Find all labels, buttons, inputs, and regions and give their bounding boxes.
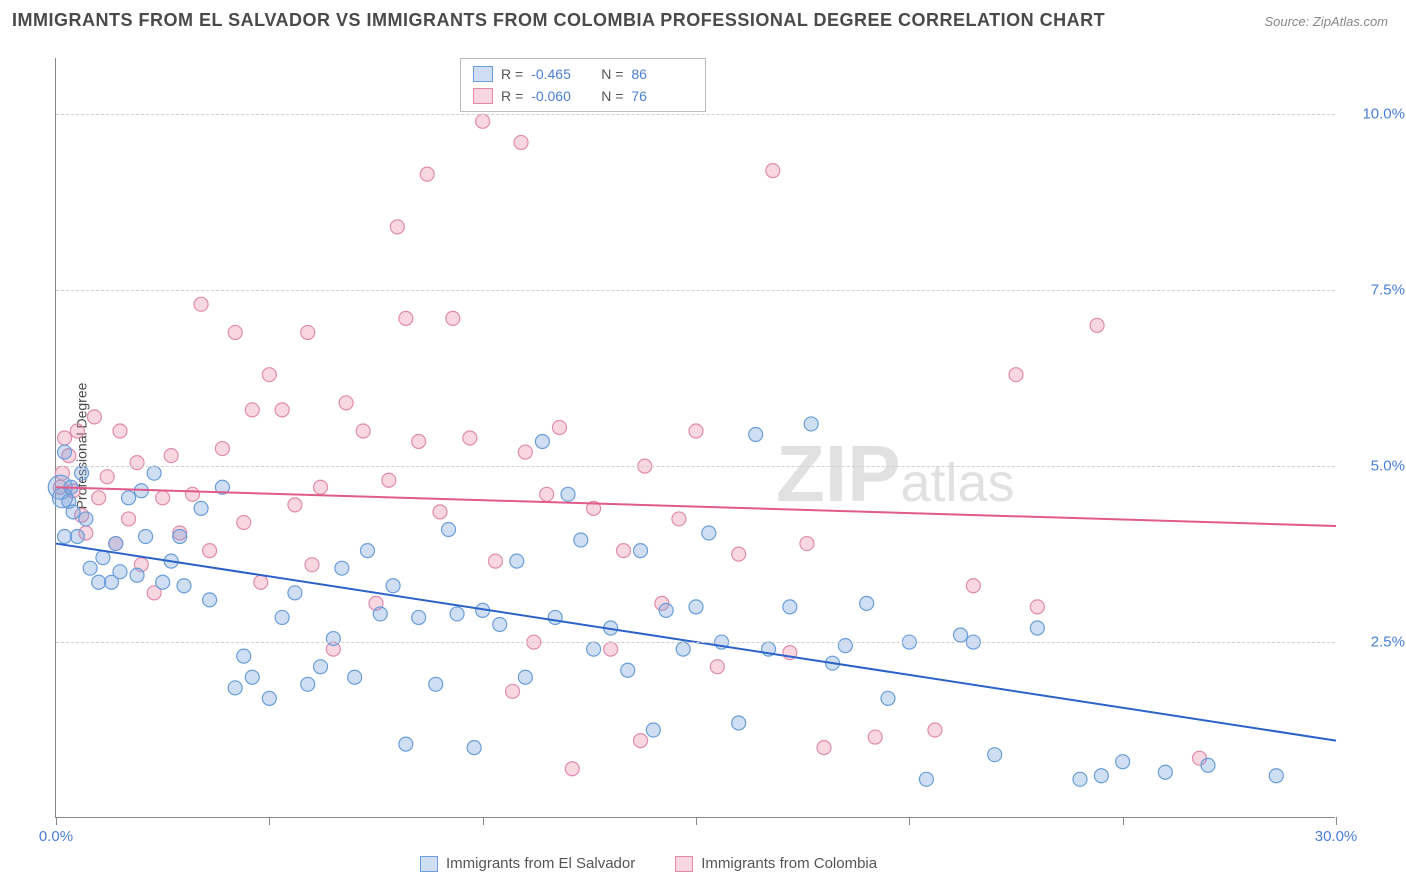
source-label: Source: ZipAtlas.com <box>1264 14 1388 29</box>
chart-title: IMMIGRANTS FROM EL SALVADOR VS IMMIGRANT… <box>12 10 1105 31</box>
plot-area: ZIPatlas 2.5%5.0%7.5%10.0%0.0%30.0% <box>55 58 1335 818</box>
swatch-bottom-2 <box>675 856 693 872</box>
legend-item-2: Immigrants from Colombia <box>675 855 877 872</box>
legend-stats: R = -0.465 N = 86 R = -0.060 N = 76 <box>460 58 706 112</box>
swatch-bottom-1 <box>420 856 438 872</box>
legend-stats-row-2: R = -0.060 N = 76 <box>473 85 693 107</box>
swatch-series-1 <box>473 66 493 82</box>
legend-series: Immigrants from El Salvador Immigrants f… <box>420 855 877 872</box>
legend-item-1: Immigrants from El Salvador <box>420 855 635 872</box>
chart-container: IMMIGRANTS FROM EL SALVADOR VS IMMIGRANT… <box>0 0 1406 892</box>
scatter-plot-svg <box>56 58 1335 817</box>
legend-stats-row-1: R = -0.465 N = 86 <box>473 63 693 85</box>
swatch-series-2 <box>473 88 493 104</box>
